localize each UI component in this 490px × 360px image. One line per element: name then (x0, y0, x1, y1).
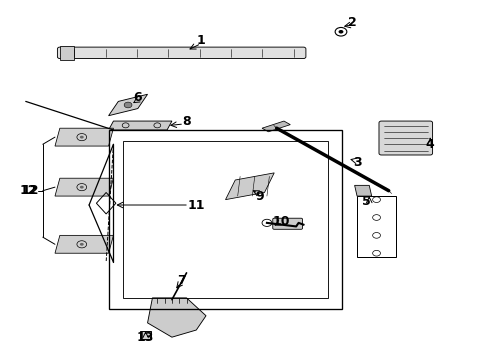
Text: 9: 9 (255, 190, 264, 203)
Text: 1: 1 (197, 34, 205, 47)
FancyBboxPatch shape (57, 47, 306, 59)
Text: 5: 5 (363, 195, 371, 208)
Text: 8: 8 (182, 114, 191, 127)
Polygon shape (355, 185, 372, 196)
Polygon shape (225, 173, 274, 200)
Polygon shape (55, 128, 114, 146)
Polygon shape (55, 235, 114, 253)
Circle shape (124, 102, 132, 108)
Polygon shape (109, 121, 172, 130)
Circle shape (80, 136, 84, 139)
Text: 4: 4 (426, 138, 435, 151)
Text: 7: 7 (177, 274, 186, 287)
Circle shape (80, 186, 84, 189)
Text: 2: 2 (348, 16, 357, 29)
Text: 12: 12 (20, 184, 37, 197)
Polygon shape (109, 94, 147, 116)
Circle shape (80, 243, 84, 246)
Text: 3: 3 (353, 156, 361, 168)
Circle shape (339, 30, 343, 33)
FancyBboxPatch shape (379, 121, 433, 155)
Text: 12: 12 (22, 184, 39, 197)
Polygon shape (60, 46, 74, 60)
Polygon shape (55, 178, 114, 196)
Polygon shape (262, 121, 290, 132)
Text: 10: 10 (273, 215, 290, 228)
Text: 13: 13 (137, 331, 154, 344)
Bar (140, 331, 151, 339)
Text: 6: 6 (133, 91, 142, 104)
Text: 11: 11 (188, 198, 205, 212)
FancyBboxPatch shape (273, 218, 302, 229)
Polygon shape (147, 298, 206, 337)
